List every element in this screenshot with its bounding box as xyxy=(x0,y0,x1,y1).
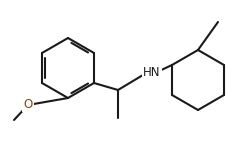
Text: O: O xyxy=(24,98,32,112)
Text: HN: HN xyxy=(143,66,161,78)
